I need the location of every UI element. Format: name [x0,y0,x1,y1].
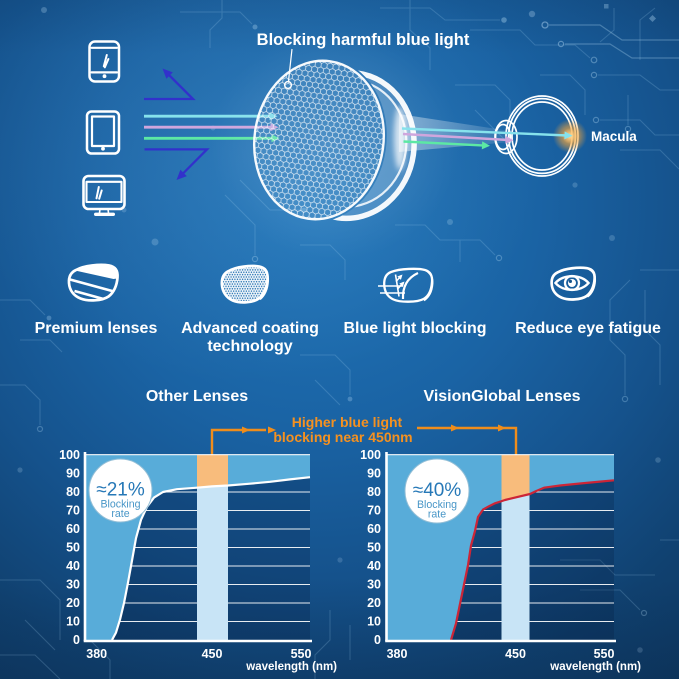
svg-text:70: 70 [66,504,80,518]
svg-text:60: 60 [66,522,80,536]
svg-text:50: 50 [66,541,80,555]
svg-text:90: 90 [367,467,381,481]
svg-text:technology: technology [207,338,292,355]
svg-text:rate: rate [111,508,129,520]
svg-text:rate: rate [428,509,446,521]
svg-text:70: 70 [367,504,381,518]
svg-text:10: 10 [367,615,381,629]
svg-text:100: 100 [360,448,381,462]
svg-text:10: 10 [66,615,80,629]
svg-text:Premium lenses: Premium lenses [35,320,158,337]
svg-text:≈40%: ≈40% [413,480,462,501]
svg-text:Advanced coating: Advanced coating [181,320,319,337]
svg-text:40: 40 [66,559,80,573]
svg-text:100: 100 [59,448,80,462]
svg-text:550: 550 [594,647,615,661]
svg-text:20: 20 [367,596,381,610]
svg-text:Blue light blocking: Blue light blocking [343,320,486,337]
svg-text:550: 550 [291,647,312,661]
svg-text:Blocking: Blocking [100,499,140,511]
svg-text:90: 90 [66,467,80,481]
svg-text:380: 380 [387,647,408,661]
svg-text:Blocking: Blocking [417,499,457,511]
svg-text:50: 50 [367,541,381,555]
svg-text:20: 20 [66,596,80,610]
svg-text:wavelength (nm): wavelength (nm) [245,661,337,673]
svg-text:Macula: Macula [591,129,637,144]
svg-text:Other Lenses: Other Lenses [146,388,248,405]
svg-text:≈21%: ≈21% [96,480,145,501]
svg-text:30: 30 [367,578,381,592]
svg-text:VisionGlobal Lenses: VisionGlobal Lenses [423,388,580,405]
svg-text:380: 380 [86,647,107,661]
svg-text:blocking near 450nm: blocking near 450nm [273,429,412,445]
svg-text:80: 80 [66,485,80,499]
svg-text:30: 30 [66,578,80,592]
svg-text:0: 0 [73,633,80,647]
svg-text:450: 450 [505,647,526,661]
svg-text:Reduce eye fatigue: Reduce eye fatigue [515,320,661,337]
svg-text:450: 450 [202,647,223,661]
svg-text:60: 60 [367,522,381,536]
svg-text:Higher blue light: Higher blue light [292,414,403,430]
svg-text:wavelength (nm): wavelength (nm) [549,661,641,673]
svg-text:40: 40 [367,559,381,573]
svg-text:0: 0 [374,633,381,647]
svg-text:80: 80 [367,485,381,499]
